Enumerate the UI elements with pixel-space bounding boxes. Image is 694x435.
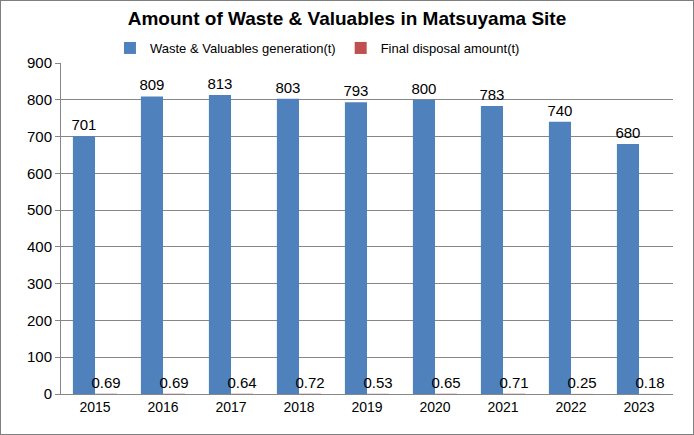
svg-text:809: 809	[139, 76, 164, 93]
svg-text:2023: 2023	[623, 399, 654, 415]
svg-text:600: 600	[27, 165, 52, 182]
svg-text:2018: 2018	[283, 399, 314, 415]
svg-text:500: 500	[27, 201, 52, 218]
svg-text:701: 701	[71, 116, 96, 133]
svg-text:783: 783	[479, 86, 504, 103]
svg-text:300: 300	[27, 275, 52, 292]
svg-text:2019: 2019	[351, 399, 382, 415]
svg-text:740: 740	[547, 102, 572, 119]
svg-text:0.25: 0.25	[567, 374, 596, 391]
svg-text:0.64: 0.64	[227, 374, 256, 391]
svg-text:2016: 2016	[147, 399, 178, 415]
svg-text:800: 800	[411, 80, 436, 97]
svg-text:813: 813	[207, 75, 232, 92]
svg-text:400: 400	[27, 238, 52, 255]
svg-text:200: 200	[27, 312, 52, 329]
svg-text:0.65: 0.65	[431, 374, 460, 391]
svg-text:900: 900	[27, 54, 52, 71]
svg-text:2020: 2020	[419, 399, 450, 415]
svg-text:100: 100	[27, 348, 52, 365]
svg-text:2017: 2017	[215, 399, 246, 415]
svg-text:2022: 2022	[555, 399, 586, 415]
svg-text:2015: 2015	[79, 399, 110, 415]
svg-text:0.53: 0.53	[363, 374, 392, 391]
svg-text:0.69: 0.69	[159, 374, 188, 391]
svg-text:700: 700	[27, 128, 52, 145]
svg-text:680: 680	[615, 124, 640, 141]
svg-text:Final disposal amount(t): Final disposal amount(t)	[381, 41, 520, 56]
svg-text:800: 800	[27, 91, 52, 108]
svg-text:Amount of Waste & Valuables in: Amount of Waste & Valuables in Matsuyama…	[128, 8, 567, 29]
svg-text:0.69: 0.69	[91, 374, 120, 391]
svg-text:0.18: 0.18	[635, 374, 664, 391]
svg-text:0: 0	[44, 385, 52, 402]
svg-text:2021: 2021	[487, 399, 518, 415]
svg-text:793: 793	[343, 82, 368, 99]
svg-text:0.71: 0.71	[499, 374, 528, 391]
svg-text:803: 803	[275, 79, 300, 96]
svg-text:Waste & Valuables generation(t: Waste & Valuables generation(t)	[150, 41, 336, 56]
svg-text:0.72: 0.72	[295, 374, 324, 391]
